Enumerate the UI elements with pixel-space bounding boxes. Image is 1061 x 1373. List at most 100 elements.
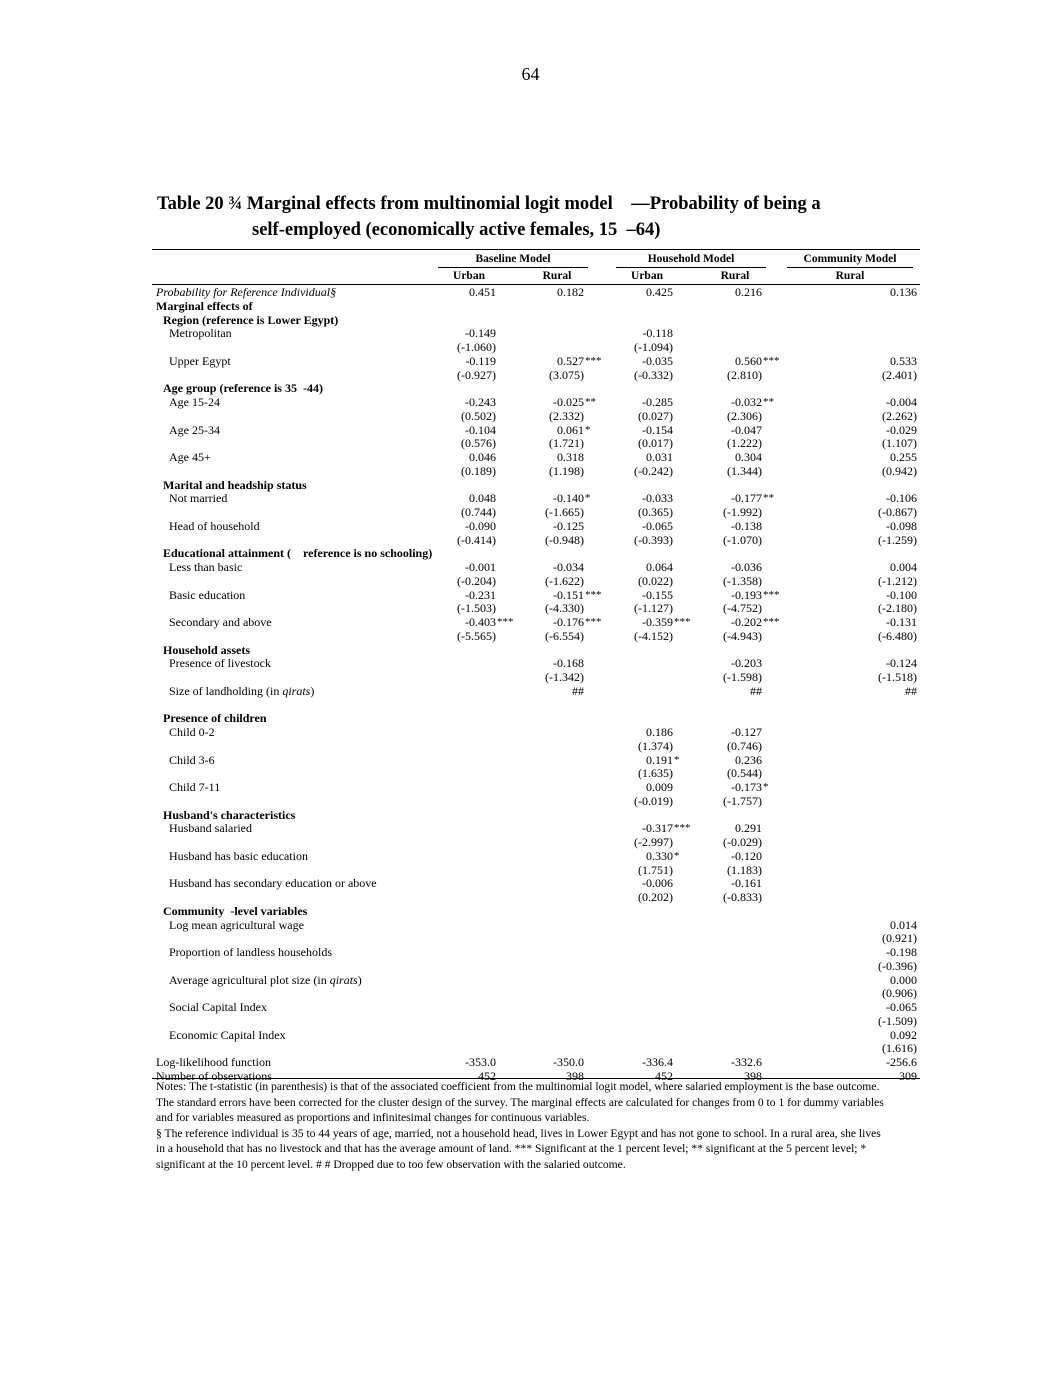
significance-stars-col-1: *	[585, 423, 591, 436]
group-header-community: Community Model	[803, 253, 897, 265]
row-label: Upper Egypt	[169, 353, 231, 368]
row-label: Household assets	[163, 642, 251, 657]
table-row: Age 25-34 -0.104 0.061 * -0.154 -0.047 -0.029	[155, 422, 920, 438]
cell-col-3: (-1.992)	[723, 505, 762, 519]
cell-col-1: 398	[566, 1068, 584, 1083]
cell-col-0: (0.744)	[461, 505, 496, 519]
cell-col-0: (-0.204)	[457, 573, 496, 588]
table-row: (0.906)	[155, 986, 920, 1001]
cell-col-0: -0.104	[465, 422, 496, 437]
cell-col-1: 0.527	[557, 353, 584, 368]
row-label: Probability for Reference Individual§	[156, 285, 337, 299]
cell-col-1: 0.061	[557, 422, 584, 437]
table-row: (0.921)	[155, 931, 920, 946]
cell-col-0: (-5.565)	[457, 628, 496, 643]
row-label: Secondary and above	[169, 615, 272, 629]
cell-col-2: (-0.019)	[634, 793, 673, 808]
table-row: Presence of livestock -0.168 -0.203 -0.124	[155, 656, 920, 671]
page-number: 64	[521, 64, 540, 84]
cell-col-4: 309	[899, 1068, 917, 1083]
community-header-rule	[787, 267, 913, 268]
cell-col-2: (0.022)	[638, 573, 673, 588]
table-row: (-0.019) (-1.757)	[155, 793, 920, 809]
table-row: Social Capital Index -0.065	[155, 1000, 920, 1015]
table-row: Husband's characteristics	[155, 807, 920, 823]
cell-col-4: (2.401)	[882, 367, 917, 382]
cell-col-1: -0.025	[553, 395, 584, 409]
cell-col-3: -0.120	[731, 848, 762, 863]
row-label: Average agricultural plot size (in qirat…	[169, 972, 362, 987]
cell-col-4: -0.065	[886, 1000, 917, 1014]
cell-col-4: -256.6	[886, 1055, 917, 1069]
cell-col-2: (-0.242)	[634, 463, 673, 478]
table-row: Age 45+ 0.046 0.318 0.031 0.304 0.255	[155, 450, 920, 465]
table-row: Child 0-2 0.186 -0.127	[155, 725, 920, 740]
cell-col-2: 0.330	[646, 848, 673, 863]
cell-col-1: (-1.622)	[545, 573, 584, 588]
cell-col-2: 0.186	[646, 725, 673, 739]
table-row: (-0.414) (-0.948) (-0.393) (-1.070) (-1.259)	[155, 532, 920, 548]
cell-col-4: -0.124	[886, 656, 917, 671]
cell-col-4: (-1.212)	[878, 573, 917, 588]
cell-col-0: -353.0	[465, 1055, 496, 1069]
row-label: Head of household	[169, 518, 260, 533]
table-row: Probability for Reference Individual§ 0.4…	[155, 285, 920, 300]
table-row: Less than basic -0.001 -0.034 0.064 -0.036 0.…	[155, 560, 920, 575]
table-row: Head of household -0.090 -0.125 -0.065 -0.13…	[155, 518, 920, 534]
cell-col-2: 0.425	[646, 285, 673, 299]
row-label: Less than basic	[169, 560, 243, 574]
table-row: (-1.503) (-4.330) (-1.127) (-4.752) (-2.180)	[155, 601, 920, 616]
significance-stars-col-3: **	[763, 396, 774, 408]
significance-stars-col-2: *	[674, 849, 680, 862]
significance-stars-col-2: ***	[674, 616, 691, 628]
row-label: Age 25-34	[169, 422, 220, 437]
row-label: Log mean agricultural wage	[169, 917, 304, 932]
row-label: Husband's characteristics	[163, 807, 296, 822]
cell-col-1: (1.721)	[549, 436, 584, 451]
cell-col-1: -0.151	[553, 587, 584, 602]
subheader-household-urban: Urban	[631, 270, 663, 282]
cell-col-4: -0.198	[886, 945, 917, 959]
cell-col-4: (1.616)	[882, 1041, 917, 1056]
cell-col-2: 452	[655, 1068, 673, 1083]
row-label: Husband has basic education	[169, 848, 308, 863]
cell-col-0: -0.403	[465, 615, 496, 629]
cell-col-4: -0.029	[886, 422, 917, 437]
table-row: (0.576) (1.721) (0.017) (1.222) (1.107)	[155, 436, 920, 451]
cell-col-0: (-1.503)	[457, 601, 496, 616]
table-row: Basic education -0.231 -0.151 *** -0.155 -0.1…	[155, 587, 920, 603]
cell-col-3: (2.306)	[727, 408, 762, 423]
cell-col-4: (-1.259)	[878, 532, 917, 547]
row-label: Log-likelihood function	[156, 1055, 271, 1069]
significance-stars-col-3: ***	[763, 616, 780, 628]
table-row: Community -level variables	[155, 904, 920, 919]
cell-col-2: (-0.332)	[634, 367, 673, 382]
cell-col-3: -0.203	[731, 656, 762, 671]
cell-col-4: (2.262)	[882, 408, 917, 423]
cell-col-2: 0.064	[646, 560, 673, 574]
cell-col-3: (-1.598)	[723, 670, 762, 684]
table-row: (1.635) (0.544)	[155, 766, 920, 781]
table-row: Age group (reference is 35 -44)	[155, 381, 920, 396]
row-label: Age 45+	[169, 450, 211, 464]
table-row: Proportion of landless households -0.198	[155, 945, 920, 960]
cell-col-2: -336.4	[642, 1055, 673, 1069]
row-label: Marital and headship status	[163, 477, 307, 492]
cell-col-4: (-1.518)	[878, 670, 917, 684]
cell-col-4: -0.131	[886, 615, 917, 629]
cell-col-3: -0.202	[731, 615, 762, 629]
cell-col-0: 0.048	[469, 491, 496, 506]
cell-col-3: -0.032	[731, 395, 762, 409]
reference-note-paragraph: § The reference individual is 35 to 44 y…	[156, 1126, 881, 1171]
italic-unit: qirats	[329, 972, 358, 987]
cell-col-4: (0.921)	[882, 931, 917, 946]
table-row: Number of observations 452 398 452 398 309	[155, 1068, 920, 1084]
table-row: (-0.204) (-1.622) (0.022) (-1.358) (-1.212)	[155, 573, 920, 589]
cell-col-1: (-0.948)	[545, 532, 584, 547]
table-row: Average agricultural plot size (in qirat…	[155, 972, 920, 988]
cell-col-4: 0.136	[890, 285, 917, 299]
cell-col-1: (3.075)	[549, 367, 584, 382]
row-label: Region (reference is Lower Egypt)	[163, 312, 339, 327]
significance-stars-col-3: **	[763, 492, 774, 505]
household-header-rule	[616, 267, 766, 268]
